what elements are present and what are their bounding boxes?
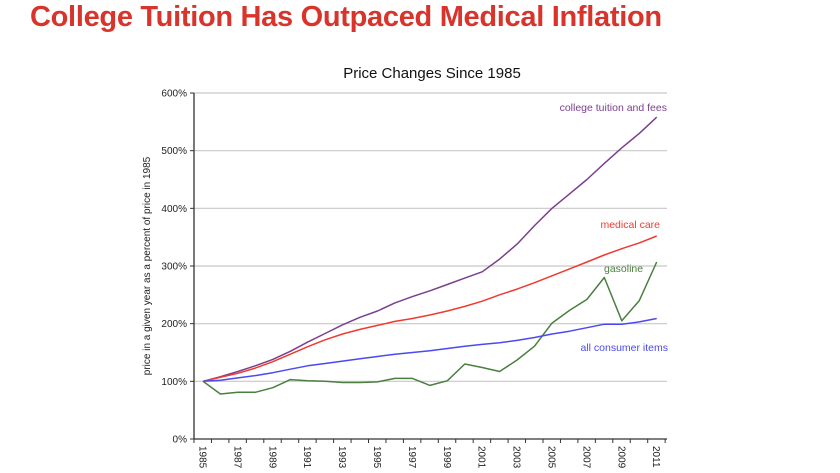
series-label-gasoline: gasoline: [604, 263, 643, 275]
x-tick-label: 2011: [650, 446, 661, 468]
chart-title: Price Changes Since 1985: [343, 65, 521, 82]
y-tick-label: 400%: [161, 204, 187, 215]
x-tick-label: 2005: [546, 446, 557, 469]
series-line-gasoline: [202, 261, 658, 395]
series-label-college-tuition-and-fees: college tuition and fees: [560, 102, 667, 114]
y-tick-label: 100%: [161, 377, 187, 388]
y-tick-label: 300%: [161, 262, 187, 273]
x-tick-label: 1985: [197, 446, 208, 469]
series-line-all-consumer-items: [202, 317, 657, 383]
x-tick-label: 1987: [231, 446, 242, 469]
series-lines: [202, 116, 658, 395]
series-line-medical-care: [202, 235, 657, 383]
slide-title: College Tuition Has Outpaced Medical Inf…: [30, 1, 662, 33]
y-axis-label: price in a given year as a percent of pr…: [142, 156, 153, 375]
gridlines: [194, 92, 667, 382]
y-tick-label: 200%: [161, 319, 187, 330]
y-tick-label: 0%: [173, 435, 188, 446]
series-labels: college tuition and fees medical care gaso…: [560, 102, 668, 354]
x-tick-label: 1995: [371, 446, 382, 469]
x-tick-label: 1999: [441, 446, 452, 469]
x-tick-label: 2001: [476, 446, 487, 469]
x-tick-label: 2007: [580, 446, 591, 469]
series-label-medical-care: medical care: [600, 219, 660, 231]
x-tick-label: 1989: [266, 446, 277, 469]
x-tick-label: 1997: [406, 446, 417, 469]
series-label-all-consumer-items: all consumer items: [580, 342, 668, 354]
y-axis: 0% 100% 200% 300% 400% 500% 600%: [161, 89, 195, 446]
x-axis: 1985 1987 1989 1991 1993 1995 1997 1999 2001 2003…: [193, 438, 667, 469]
x-tick-label: 1991: [301, 446, 312, 469]
y-tick-label: 600%: [161, 89, 187, 100]
x-tick-label: 1993: [336, 446, 347, 469]
y-tick-label: 500%: [161, 146, 187, 157]
x-tick-label: 2003: [511, 446, 522, 469]
series-line-college-tuition-and-fees: [202, 116, 658, 383]
x-tick-label: 2009: [615, 446, 626, 469]
